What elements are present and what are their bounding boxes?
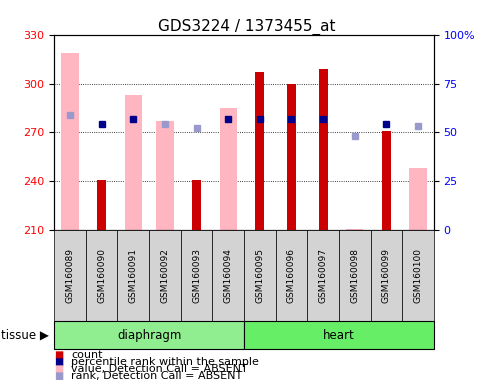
Text: count: count bbox=[71, 350, 103, 360]
Text: GSM160094: GSM160094 bbox=[224, 248, 233, 303]
Text: percentile rank within the sample: percentile rank within the sample bbox=[71, 357, 259, 367]
Bar bbox=[287, 84, 296, 230]
Text: GSM160096: GSM160096 bbox=[287, 248, 296, 303]
Bar bbox=[346, 229, 363, 230]
Text: GSM160097: GSM160097 bbox=[318, 248, 328, 303]
Bar bbox=[61, 53, 79, 230]
Text: ■: ■ bbox=[54, 357, 64, 367]
Bar bbox=[409, 169, 427, 230]
Text: GSM160090: GSM160090 bbox=[97, 248, 106, 303]
Text: GSM160098: GSM160098 bbox=[350, 248, 359, 303]
Bar bbox=[192, 180, 201, 230]
Bar bbox=[255, 72, 264, 230]
Bar bbox=[382, 131, 391, 230]
Text: GSM160091: GSM160091 bbox=[129, 248, 138, 303]
Text: GSM160095: GSM160095 bbox=[255, 248, 264, 303]
Bar bbox=[318, 69, 327, 230]
Text: GSM160100: GSM160100 bbox=[414, 248, 423, 303]
Text: heart: heart bbox=[323, 329, 355, 341]
Text: rank, Detection Call = ABSENT: rank, Detection Call = ABSENT bbox=[71, 371, 243, 381]
Text: diaphragm: diaphragm bbox=[117, 329, 181, 341]
Bar bbox=[219, 108, 237, 230]
Text: ■: ■ bbox=[54, 350, 64, 360]
Text: GSM160099: GSM160099 bbox=[382, 248, 391, 303]
Text: ■: ■ bbox=[54, 364, 64, 374]
Text: GDS3224 / 1373455_at: GDS3224 / 1373455_at bbox=[158, 19, 335, 35]
Text: GSM160089: GSM160089 bbox=[66, 248, 74, 303]
Text: ■: ■ bbox=[54, 371, 64, 381]
Bar bbox=[156, 121, 174, 230]
Text: GSM160092: GSM160092 bbox=[160, 248, 170, 303]
Text: value, Detection Call = ABSENT: value, Detection Call = ABSENT bbox=[71, 364, 248, 374]
Text: GSM160093: GSM160093 bbox=[192, 248, 201, 303]
Bar bbox=[125, 95, 142, 230]
Bar bbox=[97, 180, 106, 230]
Text: tissue ▶: tissue ▶ bbox=[1, 329, 49, 341]
